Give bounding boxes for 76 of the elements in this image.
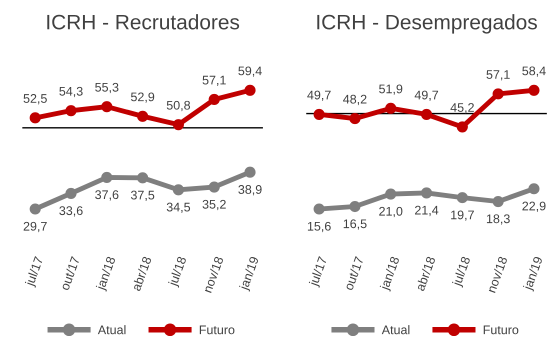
data-label: 16,5 [344, 219, 367, 230]
x-tick-label: out/17 [60, 256, 80, 291]
data-label: 58,4 [522, 66, 546, 77]
data-label: 29,7 [24, 222, 47, 232]
chart-title: ICRH - Recrutadores [47, 14, 240, 30]
x-tick-label: jul/17 [308, 256, 330, 288]
data-label: 37,6 [95, 190, 118, 201]
data-label: 37,5 [130, 190, 154, 201]
point [65, 188, 77, 199]
point [101, 172, 112, 183]
data-label: 15,6 [308, 222, 331, 232]
point [456, 121, 468, 132]
x-tick-label: jan/18 [379, 256, 402, 292]
point [420, 108, 432, 120]
point [65, 105, 77, 116]
point [314, 108, 325, 120]
point [208, 181, 220, 193]
data-label: 49,7 [414, 90, 438, 101]
point [172, 184, 184, 196]
point [349, 200, 360, 212]
point [492, 88, 504, 100]
point [244, 166, 256, 178]
data-label: 52,5 [24, 94, 47, 104]
x-tick-label: abr/18 [415, 256, 436, 292]
data-label: 51,9 [379, 84, 402, 95]
x-tick-label: nov/18 [202, 256, 224, 294]
point [314, 203, 325, 215]
x-tick-label: nov/18 [486, 256, 508, 294]
point [492, 196, 504, 208]
x-tick-label: jan/18 [95, 256, 118, 292]
data-label: 52,9 [130, 92, 154, 103]
data-label: 54,3 [59, 86, 83, 98]
data-label: 21,4 [415, 206, 438, 216]
data-label: 34,5 [166, 202, 190, 213]
legend-label: Atual [98, 325, 126, 334]
x-tick-label: out/17 [344, 256, 364, 291]
x-tick-label: jul/17 [24, 256, 46, 288]
chart-title: ICRH - Desempregados [317, 14, 537, 34]
point [244, 84, 256, 96]
data-label: 59,4 [238, 66, 262, 77]
data-label: 55,3 [95, 82, 118, 94]
data-label: 57,1 [486, 70, 510, 80]
point [528, 84, 540, 96]
data-label: 19,7 [451, 210, 474, 221]
point [528, 183, 540, 194]
point [385, 188, 396, 200]
data-label: 45,2 [450, 103, 474, 114]
data-label: 57,1 [202, 76, 226, 86]
point [137, 110, 148, 122]
data-label: 50,8 [166, 100, 190, 112]
point [137, 172, 148, 184]
legend-label: Futuro [484, 326, 518, 334]
data-label: 48,2 [343, 94, 366, 106]
x-tick-label: jan/19 [522, 256, 546, 292]
point [456, 192, 468, 204]
legend-label: Atual [382, 325, 410, 334]
data-label: 22,9 [522, 202, 546, 212]
point [30, 112, 41, 124]
data-label: 35,2 [202, 200, 226, 210]
data-label: 38,9 [238, 185, 262, 196]
point [30, 203, 41, 215]
point [420, 187, 432, 198]
x-tick-label: abr/18 [131, 256, 152, 292]
x-tick-label: jan/19 [238, 256, 262, 292]
legend-label: Futuro [200, 326, 234, 334]
point [172, 119, 184, 130]
point [208, 94, 220, 106]
x-tick-label: jul/18 [452, 256, 473, 288]
data-label: 49,7 [307, 90, 331, 101]
point [385, 102, 396, 114]
point [101, 101, 112, 112]
x-tick-label: jul/18 [168, 256, 189, 288]
data-label: 18,3 [486, 214, 510, 225]
data-label: 33,6 [59, 206, 83, 217]
data-label: 21,0 [379, 206, 402, 218]
point [349, 113, 360, 124]
